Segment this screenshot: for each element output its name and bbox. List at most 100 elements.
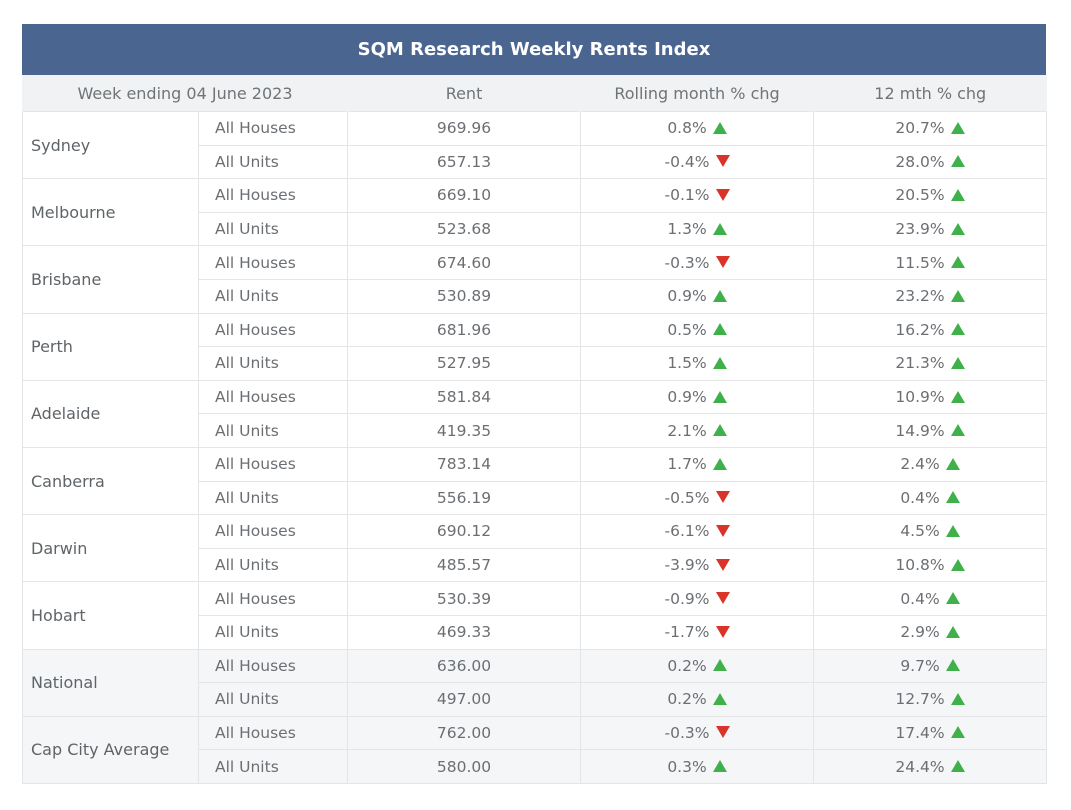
annual-change-value: 14.9%: [895, 421, 945, 440]
annual-change-value: 0.4%: [900, 589, 940, 608]
annual-change-value: 4.5%: [900, 522, 940, 541]
rent-value: 556.19: [347, 480, 582, 516]
rolling-month-change-value: 0.9%: [667, 287, 707, 306]
triangle-up-icon: [712, 760, 727, 773]
triangle-up-icon: [950, 155, 965, 168]
triangle-up-icon: [712, 390, 727, 403]
annual-change-value: 2.4%: [900, 455, 940, 474]
dwelling-type: All Units: [197, 614, 349, 650]
rolling-month-change: 1.7%: [580, 446, 815, 482]
annual-change: 2.9%: [813, 614, 1048, 650]
rolling-month-change: 0.5%: [580, 312, 815, 348]
rolling-month-change-value: -0.4%: [664, 152, 710, 171]
triangle-down-icon: [715, 188, 730, 201]
rolling-month-change: 0.9%: [580, 278, 815, 314]
triangle-up-icon: [712, 289, 727, 302]
rent-value: 485.57: [347, 547, 582, 583]
rolling-month-change: -0.3%: [580, 715, 815, 751]
triangle-up-icon: [950, 356, 965, 369]
triangle-down-icon: [715, 256, 730, 269]
dwelling-type: All Units: [197, 144, 349, 180]
triangle-up-icon: [950, 424, 965, 437]
triangle-down-icon: [715, 726, 730, 739]
city-label: Canberra: [22, 446, 199, 516]
annual-change-value: 23.2%: [895, 287, 945, 306]
rolling-month-change: 2.1%: [580, 413, 815, 448]
rolling-month-change-value: -6.1%: [664, 522, 710, 541]
rent-value: 419.35: [347, 413, 582, 448]
rolling-month-change-value: -0.1%: [664, 186, 710, 205]
table-row: All Units 469.33 -1.7% 2.9%: [23, 614, 1048, 650]
rent-value: 783.14: [347, 446, 582, 482]
annual-change: 10.9%: [813, 379, 1048, 415]
city-label: Sydney: [22, 110, 199, 180]
triangle-up-icon: [945, 659, 960, 672]
triangle-up-icon: [950, 558, 965, 571]
annual-change: 12.7%: [813, 682, 1048, 717]
annual-change-value: 10.9%: [895, 388, 945, 407]
rolling-month-change: -0.1%: [580, 178, 815, 213]
triangle-down-icon: [715, 491, 730, 504]
city-label: Melbourne: [22, 178, 199, 247]
annual-change: 23.2%: [813, 278, 1048, 314]
rolling-month-change: -0.4%: [580, 144, 815, 180]
table-row: Perth All Houses 681.96 0.5% 16.2%: [22, 312, 1048, 381]
dwelling-type: All Units: [197, 682, 349, 717]
dwelling-type: All Houses: [197, 715, 349, 751]
rolling-month-change: 0.9%: [580, 379, 815, 415]
annual-change-value: 9.7%: [900, 656, 940, 675]
annual-change: 28.0%: [813, 144, 1048, 180]
triangle-up-icon: [712, 659, 727, 672]
rolling-month-change-value: 0.8%: [667, 119, 707, 138]
annual-change: 0.4%: [813, 480, 1048, 516]
triangle-up-icon: [950, 692, 965, 705]
column-header-rolling-month: Rolling month % chg: [580, 75, 814, 112]
column-header-12-month: 12 mth % chg: [813, 75, 1047, 112]
triangle-up-icon: [712, 457, 727, 470]
dwelling-type: All Houses: [197, 178, 349, 213]
rent-value: 690.12: [347, 514, 582, 549]
annual-change: 20.5%: [813, 178, 1048, 213]
annual-change: 16.2%: [813, 312, 1048, 348]
triangle-up-icon: [950, 323, 965, 336]
rents-table: Week ending 04 June 2023 Rent Rolling mo…: [21, 75, 1048, 784]
dwelling-type: All Units: [197, 413, 349, 448]
rolling-month-change-value: -0.9%: [664, 589, 710, 608]
table-row: All Units 530.89 0.9% 23.2%: [23, 278, 1048, 314]
rolling-month-change-value: 0.2%: [667, 690, 707, 709]
city-label: Hobart: [22, 581, 199, 650]
annual-change-value: 21.3%: [895, 354, 945, 373]
rolling-month-change-value: -0.5%: [664, 488, 710, 507]
annual-change: 10.8%: [813, 547, 1048, 583]
annual-change: 11.5%: [813, 245, 1048, 280]
rolling-month-change-value: 0.2%: [667, 656, 707, 675]
rent-value: 527.95: [347, 346, 582, 381]
table-row: All Units 580.00 0.3% 24.4%: [23, 749, 1048, 784]
column-header-rent: Rent: [347, 75, 581, 112]
annual-change: 20.7%: [813, 111, 1048, 146]
rents-index-table: SQM Research Weekly Rents Index Week end…: [21, 24, 1048, 784]
column-header-week: Week ending 04 June 2023: [21, 75, 348, 112]
annual-change-value: 16.2%: [895, 320, 945, 339]
rent-value: 762.00: [347, 715, 582, 751]
table-row: Brisbane All Houses 674.60 -0.3% 11.5%: [22, 245, 1048, 314]
rolling-month-change: 1.3%: [580, 211, 815, 247]
city-label: National: [22, 648, 199, 717]
table-row: Sydney All Houses 969.96 0.8% 20.7%: [22, 110, 1048, 180]
table-title: SQM Research Weekly Rents Index: [22, 24, 1046, 75]
annual-change-value: 17.4%: [895, 723, 945, 742]
triangle-down-icon: [715, 558, 730, 571]
triangle-up-icon: [945, 457, 960, 470]
table-row: Darwin All Houses 690.12 -6.1% 4.5%: [22, 514, 1048, 583]
table-body: Sydney All Houses 969.96 0.8% 20.7% All Units…: [22, 110, 1048, 784]
triangle-up-icon: [950, 289, 965, 302]
annual-change-value: 24.4%: [895, 757, 945, 776]
triangle-up-icon: [712, 121, 727, 134]
rolling-month-change-value: 0.9%: [667, 388, 707, 407]
rolling-month-change-value: 0.5%: [667, 320, 707, 339]
rent-value: 969.96: [347, 111, 582, 146]
table-row: All Units 657.13 -0.4% 28.0%: [23, 144, 1048, 180]
triangle-up-icon: [950, 222, 965, 235]
table-row: National All Houses 636.00 0.2% 9.7%: [22, 648, 1048, 717]
annual-change-value: 0.4%: [900, 488, 940, 507]
